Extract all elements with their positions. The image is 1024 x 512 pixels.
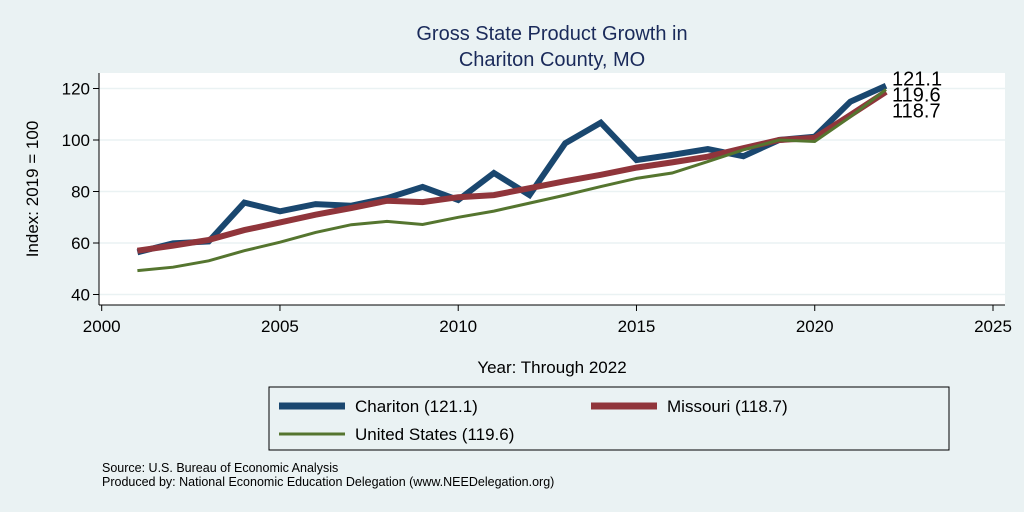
legend-label-chariton: Chariton (121.1) bbox=[355, 397, 478, 416]
x-tick-label: 2000 bbox=[83, 317, 121, 336]
y-tick-label: 60 bbox=[71, 234, 90, 253]
axes: 40 60 80 100 120 2000 2005 2010 2015 2020 2025 bbox=[62, 73, 1012, 336]
x-axis-title: Year: Through 2022 bbox=[477, 358, 626, 377]
plot-area bbox=[99, 73, 1005, 305]
chart-title: Gross State Product Growth in bbox=[416, 23, 687, 45]
legend-label-united-states: United States (119.6) bbox=[355, 425, 514, 444]
series-line-chariton bbox=[136, 82, 888, 256]
chart-subtitle: Chariton County, MO bbox=[459, 49, 645, 71]
series-line-united-states bbox=[137, 88, 887, 273]
source-note: Source: U.S. Bureau of Economic Analysis bbox=[102, 461, 338, 475]
y-tick-label: 80 bbox=[71, 183, 90, 202]
end-label-chariton: 121.1 bbox=[892, 69, 942, 91]
x-tick-label: 2025 bbox=[974, 317, 1012, 336]
y-tick-label: 100 bbox=[62, 131, 90, 150]
x-tick-label: 2020 bbox=[796, 317, 834, 336]
y-axis-title: Index: 2019 = 100 bbox=[23, 121, 42, 258]
x-tick-label: 2010 bbox=[439, 317, 477, 336]
series-lines bbox=[136, 82, 888, 273]
legend-label-missouri: Missouri (118.7) bbox=[667, 397, 788, 416]
produced-by-note: Produced by: National Economic Education… bbox=[102, 475, 554, 489]
x-tick-label: 2015 bbox=[618, 317, 656, 336]
end-label-united-states: 119.6 bbox=[892, 85, 941, 107]
legend-box bbox=[268, 386, 950, 451]
y-tick-label: 120 bbox=[62, 80, 90, 99]
gridlines bbox=[99, 87, 1005, 296]
legend: Chariton (121.1) Missouri (118.7) United… bbox=[268, 386, 950, 451]
x-tick-label: 2005 bbox=[261, 317, 299, 336]
end-label-missouri: 118.7 bbox=[892, 101, 941, 123]
y-tick-label: 40 bbox=[71, 286, 90, 305]
